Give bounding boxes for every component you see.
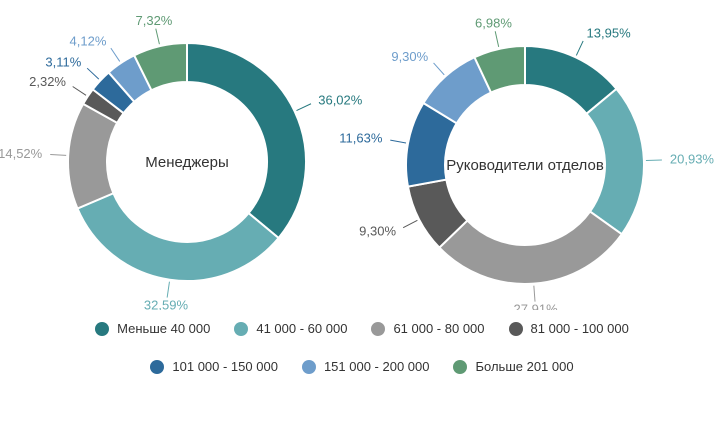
legend-label: 61 000 - 80 000 (393, 321, 485, 336)
legend-marker (371, 321, 386, 336)
data-label: 11,63% (339, 131, 383, 146)
leader-line (433, 62, 445, 76)
data-label: 2,32% (29, 74, 66, 89)
legend-label: Больше 201 000 (475, 359, 574, 374)
legend-item[interactable]: Меньше 40 000 (95, 321, 210, 336)
legend-marker (453, 359, 468, 374)
leader-line (494, 31, 500, 48)
legend-item[interactable]: 151 000 - 200 000 (301, 359, 430, 374)
legend-marker (508, 321, 523, 336)
data-label: 20,93% (670, 152, 715, 167)
leader-line (645, 159, 662, 162)
data-label: 7,32% (136, 13, 173, 28)
data-label: 6,98% (475, 15, 512, 30)
legend-item[interactable]: 81 000 - 100 000 (508, 321, 629, 336)
legend-marker (95, 321, 110, 336)
leader-line (296, 103, 312, 112)
donut-center-title: Руководители отделов (446, 157, 604, 174)
legend-label: 41 000 - 60 000 (256, 321, 348, 336)
legend-item[interactable]: 101 000 - 150 000 (150, 359, 278, 374)
data-label: 4,12% (70, 33, 107, 48)
legend-label: 101 000 - 150 000 (172, 359, 278, 374)
legend-label: 81 000 - 100 000 (530, 321, 629, 336)
legend-label: 151 000 - 200 000 (323, 359, 430, 374)
donut-managers: 36,02% 32,59% 14,52% 2,32% 3,11% 4,12% 7,32% Ме… (0, 13, 363, 310)
leader-line (533, 285, 536, 302)
data-label: 27,91% (514, 302, 559, 310)
leader-line (575, 40, 584, 56)
legend-item[interactable]: 61 000 - 80 000 (371, 321, 485, 336)
data-label: 32,59% (144, 297, 189, 310)
data-label: 9,30% (391, 49, 428, 64)
data-label: 3,11% (45, 55, 81, 70)
legend-marker (234, 321, 249, 336)
legend-label: Меньше 40 000 (117, 321, 211, 336)
donut-department-heads: 13,95% 20,93% 27,91% 9,30% 11,63% 9,30% 6,98% Р… (339, 15, 714, 310)
leader-line (402, 219, 418, 229)
donut-segment[interactable] (132, 41, 188, 92)
legend-row-2: 101 000 - 150 000 151 000 - 200 000 Боль… (0, 359, 724, 374)
donut-segment[interactable] (186, 41, 307, 240)
legend-marker (301, 359, 316, 374)
donut-segment[interactable] (473, 44, 526, 94)
data-label: 14,52% (0, 146, 43, 161)
legend-item[interactable]: Больше 201 000 (453, 359, 574, 374)
data-label: 36,02% (318, 92, 363, 107)
donut-center-title: Менеджеры (145, 154, 229, 171)
leader-line (110, 47, 121, 62)
donut-charts: 36,02% 32,59% 14,52% 2,32% 3,11% 4,12% 7,32% Ме… (0, 13, 714, 310)
donut-segment[interactable] (76, 191, 281, 282)
leader-line (86, 67, 100, 80)
leader-line (155, 28, 160, 45)
leader-line (72, 86, 87, 96)
data-label: 9,30% (359, 223, 396, 238)
leader-line (166, 281, 170, 298)
legend-row-1: Меньше 40 000 41 000 - 60 000 61 000 - 8… (0, 321, 724, 336)
legend-item[interactable]: 41 000 - 60 000 (234, 321, 347, 336)
data-label: 13,95% (587, 26, 632, 41)
leader-line (390, 139, 407, 144)
legend-marker (150, 359, 165, 374)
leader-line (50, 154, 67, 156)
